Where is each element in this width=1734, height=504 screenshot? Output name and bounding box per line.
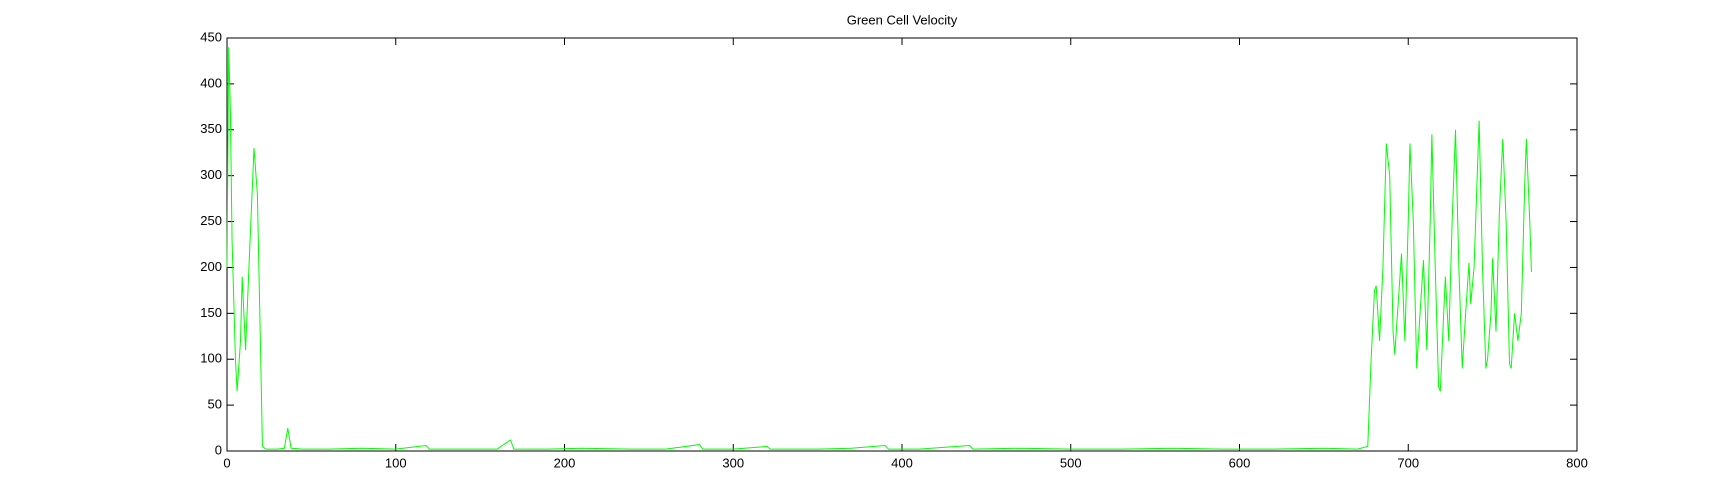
y-tick-label: 250: [200, 213, 222, 228]
y-tick-label: 350: [200, 121, 222, 136]
y-tick-label: 150: [200, 305, 222, 320]
x-tick-label: 0: [223, 455, 230, 470]
x-tick-label: 600: [1229, 455, 1251, 470]
data-line: [226, 47, 1532, 450]
y-tick-label: 400: [200, 75, 222, 90]
x-tick-label: 300: [722, 455, 744, 470]
x-tick-label: 700: [1397, 455, 1419, 470]
chart-title: Green Cell Velocity: [847, 12, 958, 27]
y-tick-label: 200: [200, 259, 222, 274]
x-tick-label: 500: [1060, 455, 1082, 470]
y-tick-label: 450: [200, 29, 222, 44]
y-tick-label: 300: [200, 167, 222, 182]
y-tick-label: 100: [200, 351, 222, 366]
y-tick-label: 0: [215, 442, 222, 457]
x-tick-label: 200: [554, 455, 576, 470]
x-tick-label: 400: [891, 455, 913, 470]
x-tick-label: 800: [1566, 455, 1588, 470]
y-tick-label: 50: [208, 397, 222, 412]
x-tick-label: 100: [385, 455, 407, 470]
